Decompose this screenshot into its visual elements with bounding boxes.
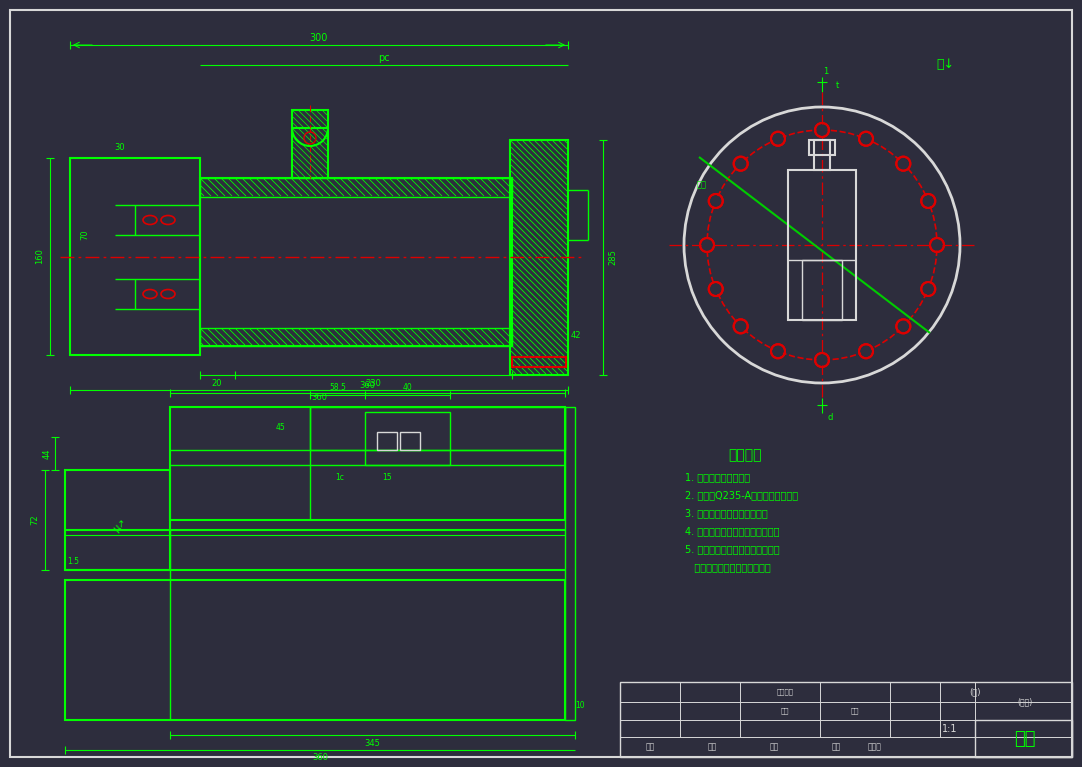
Text: 1c: 1c [335,472,344,482]
Text: μ↗: μ↗ [111,516,129,534]
Text: 72: 72 [30,515,40,525]
Bar [802,260,842,320]
Bar [292,110,328,178]
Bar [620,682,1072,757]
Text: 共页第页: 共页第页 [777,689,793,696]
Circle shape [773,346,783,357]
Text: 20: 20 [212,378,222,387]
Bar [65,580,565,720]
Text: 擦伤等损伤零件表面的缺陷。: 擦伤等损伤零件表面的缺陷。 [685,562,770,572]
Text: 1. 零件须去除氧化皮。: 1. 零件须去除氧化皮。 [685,472,750,482]
Text: (图纸): (图纸) [1017,697,1032,706]
Bar [512,357,566,367]
Text: 285: 285 [608,249,618,265]
Bar [200,328,512,346]
Bar [200,178,512,197]
Bar [975,720,1072,757]
Circle shape [923,196,934,206]
Text: 工艺: 工艺 [831,742,841,752]
Bar [510,140,568,375]
Text: 40: 40 [403,384,412,393]
Text: 45: 45 [275,423,285,432]
Text: 70: 70 [80,229,90,240]
Text: 峭↓: 峭↓ [936,58,954,71]
Bar [809,140,835,155]
Text: 制图: 制图 [645,742,655,752]
Bar [200,178,512,346]
Circle shape [735,158,747,170]
Text: pc: pc [379,53,390,63]
Bar [65,470,170,570]
Text: 剖板: 剖板 [697,180,707,189]
Bar [311,407,565,450]
Bar [400,432,420,450]
Text: 批准: 批准 [769,742,779,752]
Text: 审核: 审核 [708,742,716,752]
Bar [365,412,450,465]
Text: 15: 15 [382,472,392,482]
Circle shape [773,133,783,144]
Circle shape [701,239,713,251]
Bar [814,140,830,170]
Bar [788,170,856,320]
Text: 360: 360 [312,753,328,762]
Bar [377,432,397,450]
Circle shape [710,196,722,206]
Text: 345: 345 [365,739,381,748]
Bar [565,407,575,720]
Text: 数量: 数量 [781,708,789,714]
Text: 1: 1 [823,67,829,77]
Text: 立柱: 立柱 [1014,730,1035,748]
Text: 30: 30 [115,143,126,153]
Text: 360: 360 [359,381,375,390]
Text: 1.5: 1.5 [67,558,79,567]
Text: 300: 300 [309,33,328,43]
Text: 1:1: 1:1 [942,724,958,734]
Text: 5. 零件加工表面上，不应有划痕、: 5. 零件加工表面上，不应有划痕、 [685,544,780,554]
Text: d: d [828,413,833,423]
Text: 2. 材料：Q235-A，除有特殊说明。: 2. 材料：Q235-A，除有特殊说明。 [685,490,799,500]
Bar [70,158,200,355]
Text: 160: 160 [36,249,44,265]
Circle shape [817,124,828,136]
Text: 58.5: 58.5 [329,384,346,393]
Circle shape [932,239,942,251]
Text: 42: 42 [570,331,581,340]
Text: 230: 230 [366,378,382,387]
Text: t: t [835,81,839,90]
Circle shape [817,354,828,366]
Circle shape [898,321,909,332]
Text: 4. 表面涂装按图相应的标准要求。: 4. 表面涂装按图相应的标准要求。 [685,526,779,536]
Circle shape [923,284,934,295]
Circle shape [735,321,747,332]
Text: 技术要求: 技术要求 [728,448,762,462]
Text: 44: 44 [42,448,52,459]
Circle shape [860,133,871,144]
Text: 360: 360 [311,393,327,403]
Circle shape [710,284,722,295]
Text: 10: 10 [576,700,584,709]
Text: 3. 零件须进行高温时效处理。: 3. 零件须进行高温时效处理。 [685,508,768,518]
Text: (图): (图) [969,687,980,696]
Text: 标准化: 标准化 [868,742,882,752]
Text: 图号: 图号 [850,708,859,714]
Circle shape [860,346,871,357]
Circle shape [898,158,909,170]
Bar [170,407,565,520]
